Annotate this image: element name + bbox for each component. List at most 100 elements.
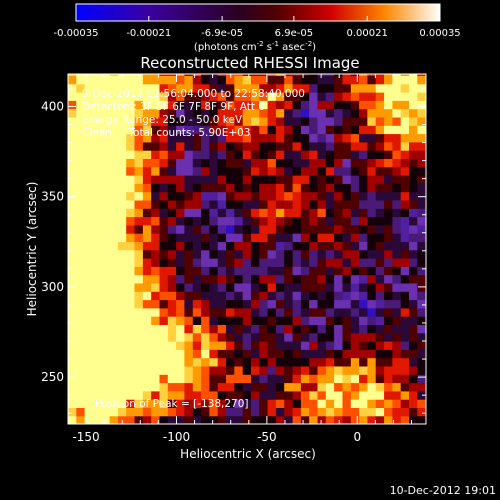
heatmap-cell	[275, 199, 285, 209]
heatmap-cell	[317, 133, 327, 143]
heatmap-cell	[68, 274, 77, 284]
heatmap-cell	[192, 199, 202, 209]
heatmap-cell	[217, 100, 227, 110]
heatmap-cell	[101, 133, 111, 143]
heatmap-cell	[167, 83, 177, 93]
heatmap-cell	[76, 266, 86, 276]
heatmap-cell	[409, 307, 418, 317]
heatmap-cell	[259, 266, 269, 276]
heatmap-cell	[242, 349, 252, 359]
heatmap-cell	[292, 224, 302, 234]
heatmap-cell	[159, 357, 169, 367]
heatmap-cell	[292, 100, 302, 110]
heatmap-cell	[375, 175, 385, 184]
heatmap-cell	[309, 108, 319, 118]
heatmap-cell	[84, 349, 94, 359]
heatmap-cell	[384, 216, 393, 226]
heatmap-cell	[117, 141, 127, 151]
heatmap-cell	[284, 83, 294, 93]
heatmap-cell	[384, 307, 393, 317]
heatmap-cell	[259, 108, 269, 118]
heatmap-cell	[134, 74, 144, 76]
heatmap-cell	[359, 108, 368, 118]
heatmap-cell	[226, 258, 235, 267]
heatmap-cell	[275, 357, 285, 367]
heatmap-cell	[142, 365, 152, 375]
heatmap-cell	[117, 233, 127, 242]
heatmap-cell	[134, 316, 144, 325]
heatmap-cell	[68, 191, 77, 201]
heatmap-cell	[267, 175, 277, 184]
heatmap-cell	[184, 108, 194, 118]
heatmap-cell	[142, 415, 152, 424]
heatmap-cell	[384, 341, 393, 350]
heatmap-cell	[192, 415, 202, 424]
heatmap-cell	[417, 324, 426, 334]
heatmap-cell	[209, 249, 219, 259]
heatmap-cell	[342, 241, 352, 251]
heatmap-cell	[350, 307, 360, 317]
heatmap-cell	[201, 141, 210, 151]
heatmap-cell	[300, 357, 310, 367]
heatmap-cell	[93, 224, 102, 234]
heatmap-cell	[184, 291, 194, 301]
heatmap-cell	[417, 399, 426, 408]
heatmap-cell	[275, 249, 285, 259]
heatmap-cell	[400, 241, 410, 251]
heatmap-cell	[93, 150, 102, 159]
heatmap-cell	[392, 357, 402, 367]
heatmap-cell	[367, 357, 377, 367]
heatmap-cell	[309, 199, 319, 209]
heatmap-cell	[267, 341, 277, 350]
heatmap-cell	[226, 307, 235, 317]
heatmap-cell	[101, 374, 111, 384]
heatmap-cell	[151, 166, 161, 176]
heatmap-cell	[367, 399, 377, 408]
heatmap-cell	[384, 150, 393, 159]
heatmap-cell	[334, 407, 343, 417]
heatmap-cell	[417, 357, 426, 367]
heatmap-cell	[367, 415, 377, 424]
heatmap-cell	[300, 83, 310, 93]
heatmap-cell	[384, 233, 393, 242]
heatmap-cell	[192, 233, 202, 242]
heatmap-cell	[409, 282, 418, 292]
heatmap-cell	[109, 249, 119, 259]
heatmap-cell	[68, 365, 77, 375]
heatmap-cell	[93, 141, 102, 151]
heatmap-cell	[392, 382, 402, 392]
heatmap-cell	[167, 158, 177, 168]
heatmap-cell	[375, 365, 385, 375]
annotation-time-range: 9-Dec-2012 22:56:04.000 to 22:58:40.000	[82, 88, 305, 100]
heatmap-cell	[267, 100, 277, 110]
heatmap-cell	[76, 258, 86, 267]
heatmap-cell	[309, 274, 319, 284]
heatmap-cell	[68, 141, 77, 151]
heatmap-cell	[425, 307, 426, 317]
heatmap-cell	[242, 274, 252, 284]
heatmap-cell	[284, 199, 294, 209]
heatmap-cell	[84, 199, 94, 209]
heatmap-cell	[134, 224, 144, 234]
heatmap-cell	[392, 407, 402, 417]
heatmap-cell	[201, 92, 210, 101]
heatmap-cell	[350, 108, 360, 118]
heatmap-cell	[192, 133, 202, 143]
heatmap-cell	[234, 166, 244, 176]
heatmap-cell	[176, 199, 185, 209]
heatmap-cell	[159, 141, 169, 151]
heatmap-cell	[167, 415, 177, 424]
heatmap-cell	[384, 349, 393, 359]
heatmap-cell	[300, 399, 310, 408]
heatmap-cell	[400, 150, 410, 159]
heatmap-cell	[359, 365, 368, 375]
heatmap-cell	[226, 224, 235, 234]
heatmap-cell	[275, 382, 285, 392]
heatmap-cell	[300, 191, 310, 201]
heatmap-cell	[392, 249, 402, 259]
heatmap-cell	[425, 399, 426, 408]
heatmap-cell	[275, 166, 285, 176]
heatmap-cell	[76, 116, 86, 126]
heatmap-cell	[292, 92, 302, 101]
heatmap-cell	[350, 92, 360, 101]
